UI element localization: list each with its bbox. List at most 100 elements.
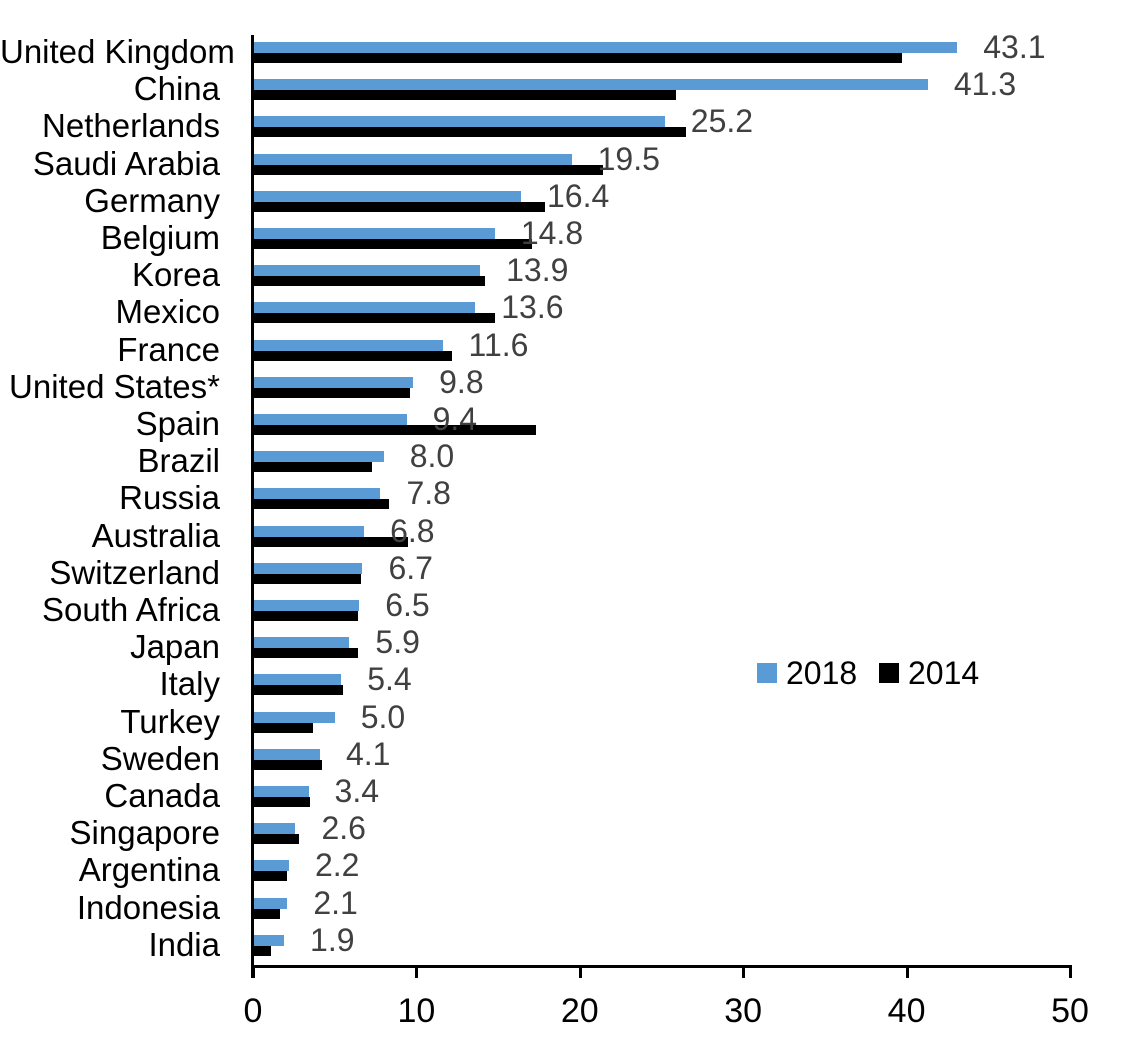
bar-2018 — [253, 265, 481, 277]
value-label: 3.4 — [334, 773, 380, 809]
value-label: 16.4 — [546, 177, 610, 214]
category-label: Saudi Arabia — [32, 144, 220, 182]
value-label: 41.3 — [953, 66, 1017, 103]
x-tick-label: 0 — [243, 992, 263, 1030]
bar-2018 — [253, 414, 407, 425]
bar-2018 — [253, 525, 365, 537]
bar-2014 — [253, 201, 546, 212]
category-label: Turkey — [120, 702, 220, 740]
bar-2018 — [253, 674, 342, 686]
bar-2018 — [253, 79, 928, 91]
bar-2014 — [253, 648, 358, 659]
legend-label-2018: 2018 — [786, 655, 858, 691]
category-label: Brazil — [137, 442, 220, 480]
bar-2014 — [253, 611, 358, 621]
value-label: 25.2 — [690, 103, 754, 140]
category-label: Japan — [130, 628, 220, 666]
category-label: Belgium — [100, 219, 220, 256]
legend-label-2014: 2014 — [908, 655, 980, 691]
bar-2018 — [253, 153, 572, 165]
bar-2018 — [253, 488, 381, 500]
value-label: 9.8 — [439, 363, 484, 400]
category-label: South Africa — [42, 591, 220, 628]
bar-2014 — [253, 350, 453, 361]
value-label: 7.8 — [406, 475, 451, 512]
value-label: 19.5 — [597, 140, 660, 177]
category-label: United States* — [9, 367, 220, 405]
y-axis-line — [251, 35, 254, 978]
bar-2018 — [253, 897, 288, 909]
value-label: 2.6 — [321, 810, 366, 847]
value-label: 5.9 — [375, 624, 420, 661]
category-label: Germany — [84, 181, 220, 219]
x-tick-label: 30 — [724, 992, 763, 1030]
value-label: 5.0 — [360, 698, 406, 735]
bar-2018 — [253, 823, 296, 835]
bar-2018 — [253, 451, 384, 463]
bar-2014 — [253, 685, 343, 696]
bar-2018 — [253, 934, 285, 946]
bar-2014 — [253, 127, 686, 138]
legend-swatch-2014-icon — [879, 663, 899, 683]
value-label: 4.1 — [345, 735, 391, 772]
category-label: Mexico — [115, 293, 220, 331]
bar-2018 — [253, 42, 958, 53]
category-label: Russia — [119, 479, 220, 517]
bar-2018 — [253, 376, 414, 388]
bar-2014 — [253, 759, 322, 770]
bar-2018 — [253, 711, 335, 723]
category-label: Korea — [131, 256, 220, 294]
bar-2014 — [253, 90, 677, 101]
category-label: China — [133, 70, 220, 108]
bar-2014 — [253, 276, 486, 287]
bar-2014 — [253, 164, 603, 175]
x-tick — [1069, 967, 1072, 978]
value-label: 13.6 — [501, 289, 564, 326]
category-label: France — [117, 330, 220, 368]
legend-swatch-2018-icon — [757, 663, 777, 683]
bar-2014 — [253, 945, 271, 956]
value-label: 11.6 — [468, 326, 529, 363]
value-label: 6.7 — [388, 549, 433, 586]
bar-2014 — [253, 53, 902, 63]
category-label: Canada — [104, 777, 220, 814]
value-label: 9.4 — [432, 401, 478, 437]
bar-2014 — [253, 834, 299, 845]
category-label: United Kingdom — [0, 33, 235, 70]
value-label: 6.8 — [390, 512, 435, 549]
bar-2014 — [253, 908, 280, 919]
category-label: Australia — [91, 516, 220, 554]
value-label: 43.1 — [983, 29, 1046, 65]
x-tick — [578, 967, 582, 978]
x-tick — [905, 967, 909, 978]
value-label: 6.5 — [385, 587, 430, 623]
bar-2018 — [253, 786, 309, 797]
category-label: Sweden — [100, 739, 220, 777]
category-label: Argentina — [78, 851, 220, 889]
category-label: Switzerland — [49, 553, 220, 591]
bar-2014 — [253, 425, 536, 435]
bar-2018 — [253, 748, 320, 760]
value-label: 8.0 — [409, 438, 455, 475]
bar-2018 — [253, 562, 363, 574]
x-tick-label: 50 — [1051, 992, 1089, 1030]
category-label: Netherlands — [42, 107, 220, 145]
bar-2014 — [253, 722, 314, 733]
bar-2018 — [253, 190, 521, 202]
x-tick-label: 40 — [887, 992, 926, 1030]
category-label: Spain — [135, 405, 220, 442]
bar-2014 — [253, 462, 373, 473]
bar-2014 — [253, 239, 533, 249]
bar-2018 — [253, 860, 289, 872]
value-label: 14.8 — [520, 215, 584, 251]
value-label: 1.9 — [310, 921, 355, 958]
value-label: 2.2 — [314, 847, 360, 884]
x-tick-label: 20 — [560, 992, 599, 1030]
x-tick-label: 10 — [397, 992, 436, 1030]
bar-2018 — [253, 600, 360, 611]
x-axis-line — [251, 965, 1072, 968]
bar-2018 — [253, 637, 350, 649]
value-label: 5.4 — [367, 661, 412, 698]
bar-2014 — [253, 499, 389, 510]
